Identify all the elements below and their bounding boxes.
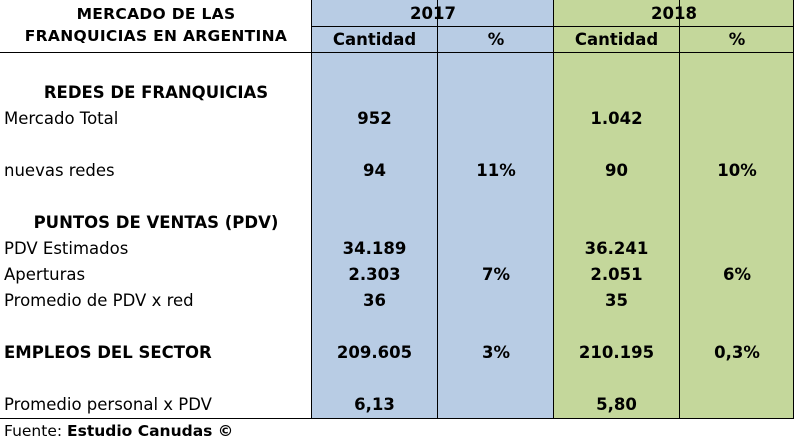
cell-promedio-pdv-red-2017-cantidad: 36: [363, 291, 386, 310]
column-2018-background: [554, 0, 794, 419]
cell-pdv-estimados-2017-cantidad: 34.189: [342, 239, 407, 258]
row-label-promedio-personal: Promedio personal x PDV: [4, 395, 212, 414]
row-label-nuevas-redes: nuevas redes: [4, 161, 115, 180]
subheader-2017-cantidad: Cantidad: [332, 30, 417, 49]
cell-empleos-2018-cantidad: 210.195: [578, 343, 655, 362]
row-label-mercado-total: Mercado Total: [4, 109, 119, 128]
cell-promedio-personal-2017-cantidad: 6,13: [354, 395, 395, 414]
column-2017-background: [312, 0, 554, 419]
cell-pdv-estimados-2018-cantidad: 36.241: [584, 239, 649, 258]
source-name: Estudio Canudas ©: [67, 422, 234, 440]
row-label-promedio-pdv-red: Promedio de PDV x red: [4, 291, 194, 310]
cell-empleos-2017-cantidad: 209.605: [336, 343, 413, 362]
subheader-2018-percent: %: [728, 30, 746, 49]
table-title: MERCADO DE LAS FRANQUICIAS EN ARGENTINA: [0, 3, 312, 47]
section-header-pdv: PUNTOS DE VENTAS (PDV): [33, 213, 279, 232]
source-prefix: Fuente:: [4, 422, 68, 440]
subheader-2018-cantidad: Cantidad: [574, 30, 659, 49]
row-label-empleos: EMPLEOS DEL SECTOR: [4, 343, 212, 362]
right-border: [793, 0, 794, 419]
cell-aperturas-2018-cantidad: 2.051: [590, 265, 643, 284]
table-bottom-line: [0, 418, 794, 419]
year-2018-header: 2018: [651, 4, 697, 23]
cell-aperturas-2018-percent: 6%: [722, 265, 751, 284]
table-title-line1: MERCADO DE LAS: [76, 5, 236, 23]
cell-mercado-total-2018-cantidad: 1.042: [590, 109, 643, 128]
cell-nuevas-redes-2018-percent: 10%: [717, 161, 757, 180]
cell-empleos-2017-percent: 3%: [481, 343, 510, 362]
cell-nuevas-redes-2017-cantidad: 94: [363, 161, 386, 180]
column-divider-2018: [553, 0, 554, 419]
column-divider-label: [311, 0, 312, 419]
section-header-redes: REDES DE FRANQUICIAS: [43, 83, 269, 102]
year-2017-header: 2017: [410, 4, 456, 23]
row-label-aperturas: Aperturas: [4, 265, 86, 284]
cell-promedio-pdv-red-2018-cantidad: 35: [605, 291, 628, 310]
cell-empleos-2018-percent: 0,3%: [714, 343, 760, 362]
column-divider-2017-pct: [437, 0, 438, 419]
subheader-2017-percent: %: [487, 30, 505, 49]
cell-nuevas-redes-2018-cantidad: 90: [605, 161, 628, 180]
cell-mercado-total-2017-cantidad: 952: [357, 109, 392, 128]
column-divider-2018-pct: [679, 0, 680, 419]
source-footer: Fuente: Estudio Canudas ©: [4, 420, 233, 442]
cell-aperturas-2017-percent: 7%: [481, 265, 510, 284]
cell-promedio-personal-2018-cantidad: 5,80: [596, 395, 637, 414]
table-title-line2: FRANQUICIAS EN ARGENTINA: [24, 27, 288, 45]
cell-aperturas-2017-cantidad: 2.303: [348, 265, 401, 284]
row-label-pdv-estimados: PDV Estimados: [4, 239, 129, 258]
header-bottom-line: [0, 52, 794, 53]
cell-nuevas-redes-2017-percent: 11%: [476, 161, 516, 180]
